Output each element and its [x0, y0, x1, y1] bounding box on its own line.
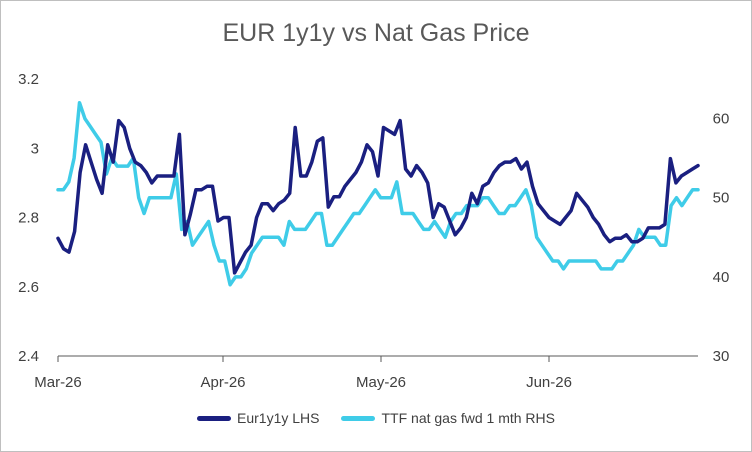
x-tick-labels: Mar-26 Apr-26 May-26 Jun-26: [34, 374, 572, 391]
legend-item-eur1y1y: Eur1y1y LHS: [197, 410, 319, 426]
x-tick-label: Apr-26: [200, 374, 245, 391]
x-tick-label: Jun-26: [526, 374, 572, 391]
y-left-tick-label: 2.8: [18, 210, 39, 227]
legend-item-ttf: TTF nat gas fwd 1 mth RHS: [341, 410, 555, 426]
y-left-tick-label: 2.4: [18, 348, 39, 365]
x-tick-marks: [57, 356, 550, 362]
legend-swatch-ttf: [341, 415, 376, 421]
series-lines: [56, 100, 700, 287]
x-tick-label: May-26: [356, 374, 406, 391]
y-right-tick-label: 60: [713, 111, 730, 128]
chart-title: EUR 1y1y vs Nat Gas Price: [222, 19, 530, 47]
y-left-tick-label: 3: [31, 140, 39, 157]
legend-label-ttf: TTF nat gas fwd 1 mth RHS: [381, 410, 555, 426]
legend-swatch-eur1y1y: [197, 415, 231, 421]
series-line-eur1y1y: [56, 118, 700, 275]
y-left-tick-labels: 2.4 2.6 2.8 3 3.2: [18, 71, 39, 365]
y-right-tick-label: 40: [713, 269, 730, 286]
y-right-tick-label: 50: [713, 190, 730, 207]
y-right-tick-labels: 30 40 50 60: [713, 111, 730, 365]
x-tick-label: Mar-26: [34, 374, 82, 391]
legend: Eur1y1y LHS TTF nat gas fwd 1 mth RHS: [1, 410, 751, 426]
y-right-tick-label: 30: [713, 348, 730, 365]
y-left-tick-label: 3.2: [18, 71, 39, 88]
series-line-ttf: [56, 100, 700, 287]
legend-label-eur1y1y: Eur1y1y LHS: [237, 410, 320, 426]
y-left-tick-label: 2.6: [18, 279, 39, 296]
